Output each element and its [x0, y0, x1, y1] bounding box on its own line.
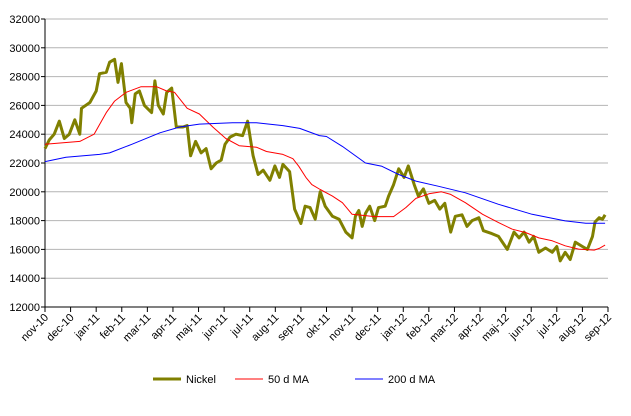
x-tick-label: maj-12: [479, 312, 511, 344]
series-line-50-d-ma: [44, 86, 606, 251]
y-tick-label: 22000: [9, 158, 40, 170]
x-tick-label: maj-11: [173, 312, 205, 344]
x-tick-label: dec-10: [44, 312, 76, 344]
x-tick-label: nov-10: [19, 312, 51, 344]
y-tick-label: 16000: [9, 244, 40, 256]
y-tick-label: 14000: [9, 273, 40, 285]
gridlines: [45, 18, 608, 279]
x-tick-label: sep-12: [582, 312, 614, 344]
x-tick-label: jun-12: [507, 312, 538, 343]
legend-label: 50 d MA: [268, 374, 310, 386]
x-axis: nov-10dec-10jan-11feb-11mar-11apr-11maj-…: [19, 306, 614, 345]
y-tick-label: 26000: [9, 100, 40, 112]
legend-label: Nickel: [186, 374, 216, 386]
x-tick-label: mar-11: [121, 312, 154, 345]
y-axis: 12000 14000 16000 18000 20000 22000 24000 26000…: [9, 14, 46, 314]
x-tick-label: nov-11: [327, 312, 359, 344]
x-tick-label: jan-12: [379, 312, 410, 343]
x-tick-label: jun-11: [200, 312, 230, 342]
y-tick-label: 18000: [9, 216, 40, 228]
x-tick-label: sep-11: [275, 312, 307, 344]
y-tick-label: 30000: [9, 43, 40, 55]
x-tick-label: mar-12: [427, 312, 460, 345]
y-tick-label: 20000: [9, 187, 40, 199]
x-tick-label: aug-11: [249, 312, 281, 344]
y-tick-label: 12000: [9, 302, 40, 314]
series-line-200-d-ma: [44, 122, 606, 224]
series-lines: [43, 57, 607, 263]
y-tick-label: 24000: [9, 129, 40, 141]
legend-label: 200 d MA: [388, 374, 436, 386]
x-tick-label: aug-12: [556, 312, 589, 345]
series-line-nickel: [43, 57, 607, 263]
y-tick-label: 32000: [9, 14, 40, 26]
y-tick-label: 28000: [9, 72, 40, 84]
x-tick-label: jan-11: [72, 312, 102, 342]
x-tick-label: dec-11: [352, 312, 384, 344]
legend: Nickel 50 d MA 200 d MA: [153, 374, 436, 386]
